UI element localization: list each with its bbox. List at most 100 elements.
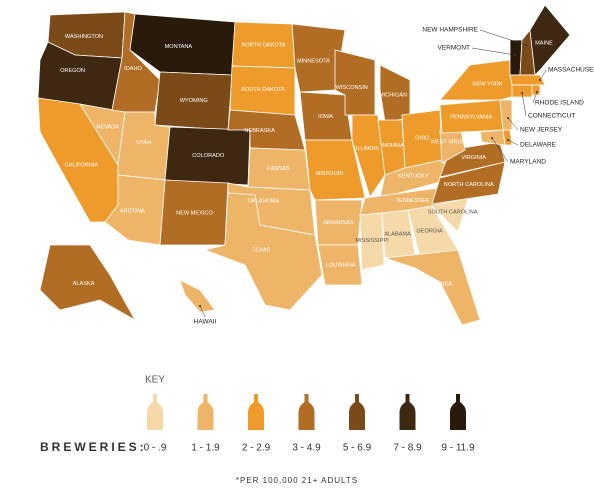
state-label: TENNESSEE [396, 198, 430, 204]
callout-line [491, 137, 509, 163]
state-label: LOUISIANA [326, 262, 356, 268]
state-label: WEST VIRGINIA [431, 139, 473, 145]
callout-dot [199, 305, 201, 307]
legend-bin-label: 0 - .9 [144, 443, 167, 454]
state [531, 84, 541, 96]
legend-bin-label: 1 - 1.9 [191, 443, 220, 454]
state [317, 244, 363, 286]
legend-bin-label: 2 - 2.9 [242, 443, 271, 454]
state-label: MISSISSIPPI [355, 238, 389, 244]
state-label: ALASKA [73, 281, 95, 287]
state-label: NEW MEXICO [176, 211, 213, 217]
state-label: CONNECTICUT [528, 113, 575, 120]
state [39, 244, 137, 322]
legend-bottle [399, 394, 416, 430]
state [203, 192, 323, 311]
state [334, 49, 376, 116]
state-label: VIRGINIA [461, 155, 486, 161]
state-label: VERMONT [438, 45, 471, 52]
state-label: HAWAII [194, 319, 217, 326]
callout-line [479, 29, 527, 46]
state [179, 279, 216, 313]
callout-dot [521, 92, 523, 94]
callout-line [507, 117, 519, 131]
state-label: KENTUCKY [398, 173, 429, 179]
state-label: MASSACHUSETTS [548, 67, 594, 74]
legend-title: KEY [145, 375, 165, 386]
state-label: NEW YORK [472, 81, 503, 87]
state-label: IOWA [318, 114, 333, 120]
state [291, 23, 346, 93]
callout-dot [507, 117, 509, 119]
state-label: SOUTH CAROLINA [428, 209, 478, 215]
state-label: MISSOURI [316, 171, 344, 177]
state [509, 74, 546, 86]
legend-bin-label: 5 - 6.9 [343, 443, 372, 454]
state-label: PENNSYLVANIA [450, 114, 492, 120]
state [529, 4, 571, 76]
legend-bottle [349, 394, 365, 430]
state-label: MAINE [535, 40, 553, 46]
state-label: NORTH DAKOTA [242, 42, 286, 48]
callout-dot [514, 54, 516, 56]
callout-line [199, 305, 206, 318]
callout-dot [507, 139, 509, 141]
state-label: OKLAHOMA [248, 199, 280, 205]
state-label: MINNESOTA [297, 58, 330, 64]
state-label: KANSAS [267, 166, 290, 172]
callout-line [532, 91, 538, 104]
state [384, 249, 481, 326]
legend-bottle [248, 394, 264, 430]
state-label: RHODE ISLAND [535, 100, 584, 107]
legend-bottle [450, 394, 466, 430]
legend-bottle [197, 394, 214, 430]
callout-line [539, 69, 547, 81]
state-label: NEW JERSEY [520, 127, 563, 134]
legend-bin-label: 9 - 11.9 [441, 443, 475, 454]
state-label: MONTANA [165, 44, 193, 50]
callout-dot [536, 91, 538, 93]
state [304, 139, 366, 201]
state-label: WISCONSIN [336, 85, 368, 91]
legend-bottle [147, 394, 163, 430]
state-label: CALIFORNIA [65, 162, 99, 168]
state-label: FLORIDA [428, 281, 453, 287]
state [511, 84, 533, 98]
state-label: COLORADO [192, 153, 225, 159]
state [439, 59, 519, 101]
state-label: SOUTH DAKOTA [241, 87, 285, 93]
state-label: WYOMING [180, 98, 208, 104]
state [499, 99, 513, 131]
callout-dot [525, 44, 527, 46]
legend-bottle [298, 394, 315, 430]
state-label: TEXAS [252, 247, 271, 253]
state-label: ARIZONA [120, 209, 145, 215]
callout-dot [491, 137, 493, 139]
labels-layer: WASHINGTON OREGON CALIFORNIA NEVADA IDAHO MON… [60, 27, 594, 326]
state-label: IDAHO [124, 66, 142, 72]
state-label: OHIO [415, 136, 430, 142]
legend-bin-label: 7 - 8.9 [393, 443, 422, 454]
states-layer [37, 4, 571, 326]
state-label: INDIANA [381, 143, 404, 149]
state-label: OREGON [60, 68, 85, 74]
state-label: ARKANSAS [323, 220, 354, 226]
state-label: WASHINGTON [65, 34, 103, 40]
state-label: NEVADA [96, 124, 119, 130]
callout-line [507, 139, 519, 146]
state-label: ILLINOIS [356, 146, 379, 152]
legend-label: BREWERIES: [40, 440, 147, 454]
state-label: DELAWARE [520, 142, 557, 149]
callout-line [521, 92, 527, 117]
legend-bin-label: 3 - 4.9 [292, 443, 321, 454]
state-label: NORTH CAROLINA [444, 182, 494, 188]
state-label: NEW HAMPSHIRE [422, 27, 478, 34]
state-label: NEBRASKA [244, 128, 275, 134]
state [359, 212, 385, 271]
callout-dot [539, 79, 541, 81]
state-label: ALABAMA [384, 231, 411, 237]
state-label: GEORGIA [416, 228, 442, 234]
state-label: MICHIGAN [379, 92, 407, 98]
state [431, 197, 469, 233]
